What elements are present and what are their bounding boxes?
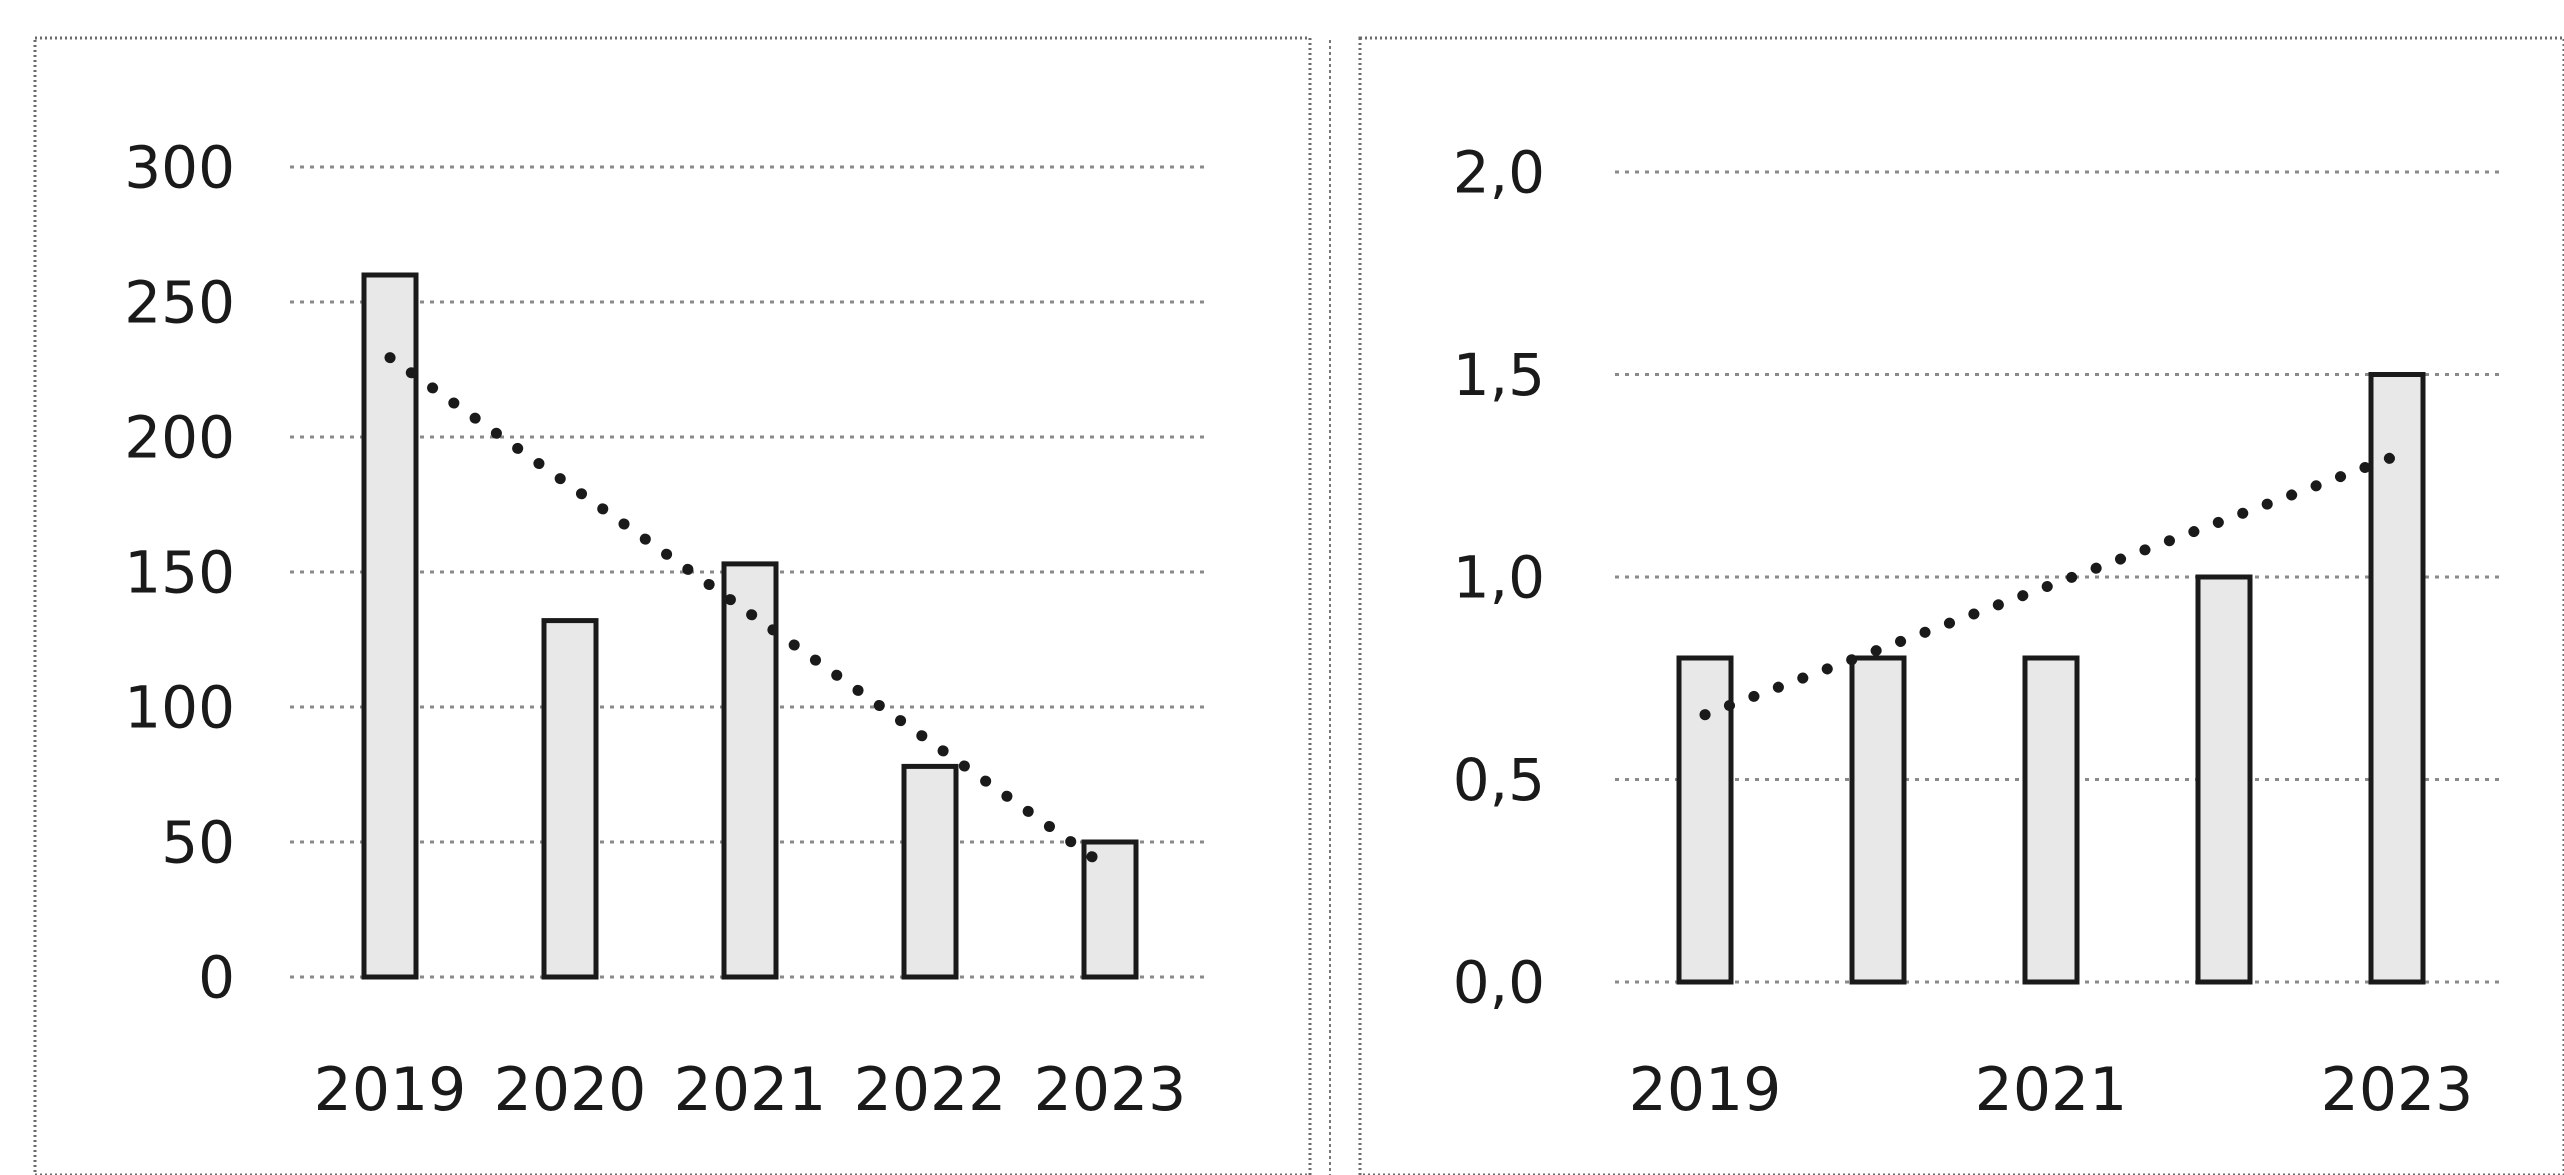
bar <box>1081 839 1139 980</box>
y-tick-label: 100 <box>124 673 235 741</box>
y-tick-label: 1,0 <box>1453 543 1545 611</box>
x-tick-label: 2019 <box>314 1055 467 1125</box>
y-tick-label: 50 <box>161 808 235 876</box>
y-tick-label: 200 <box>124 403 235 471</box>
x-tick-label: 2021 <box>674 1055 827 1125</box>
y-tick-label: 0 <box>198 943 235 1011</box>
bar <box>2022 655 2080 985</box>
x-tick-label: 2022 <box>854 1055 1007 1125</box>
trendline <box>384 352 1116 876</box>
bar <box>1676 655 1734 985</box>
bar <box>1849 655 1907 985</box>
y-tick-label: 150 <box>124 538 235 606</box>
x-tick-label: 2023 <box>2321 1055 2474 1125</box>
bar <box>2195 574 2253 985</box>
chart-right-ratio: 0,0 0,5 1,0 1,5 2,0 2019 2021 2023 <box>1453 138 2500 1125</box>
x-tick-label: 2021 <box>1975 1055 2128 1125</box>
left-chart-frame <box>33 36 1312 1175</box>
x-tick-label: 2023 <box>1034 1055 1187 1125</box>
bar <box>541 618 599 980</box>
bar <box>2368 372 2426 985</box>
x-tick-label: 2019 <box>1629 1055 1782 1125</box>
y-tick-label: 2,0 <box>1453 138 1545 206</box>
y-tick-label: 0,5 <box>1453 746 1545 814</box>
y-tick-label: 300 <box>124 133 235 201</box>
x-tick-label: 2020 <box>494 1055 647 1125</box>
bar <box>901 763 959 980</box>
bar <box>361 272 419 980</box>
trendline <box>1699 450 2403 721</box>
chart-left-volume: 0 50 100 150 200 250 300 2019 2020 2021 2022 2023 <box>124 133 1210 1125</box>
y-tick-label: 0,0 <box>1453 948 1545 1016</box>
right-chart-frame <box>1358 36 2564 1175</box>
y-tick-label: 1,5 <box>1453 341 1545 409</box>
bar <box>721 561 779 980</box>
y-tick-label: 250 <box>124 268 235 336</box>
